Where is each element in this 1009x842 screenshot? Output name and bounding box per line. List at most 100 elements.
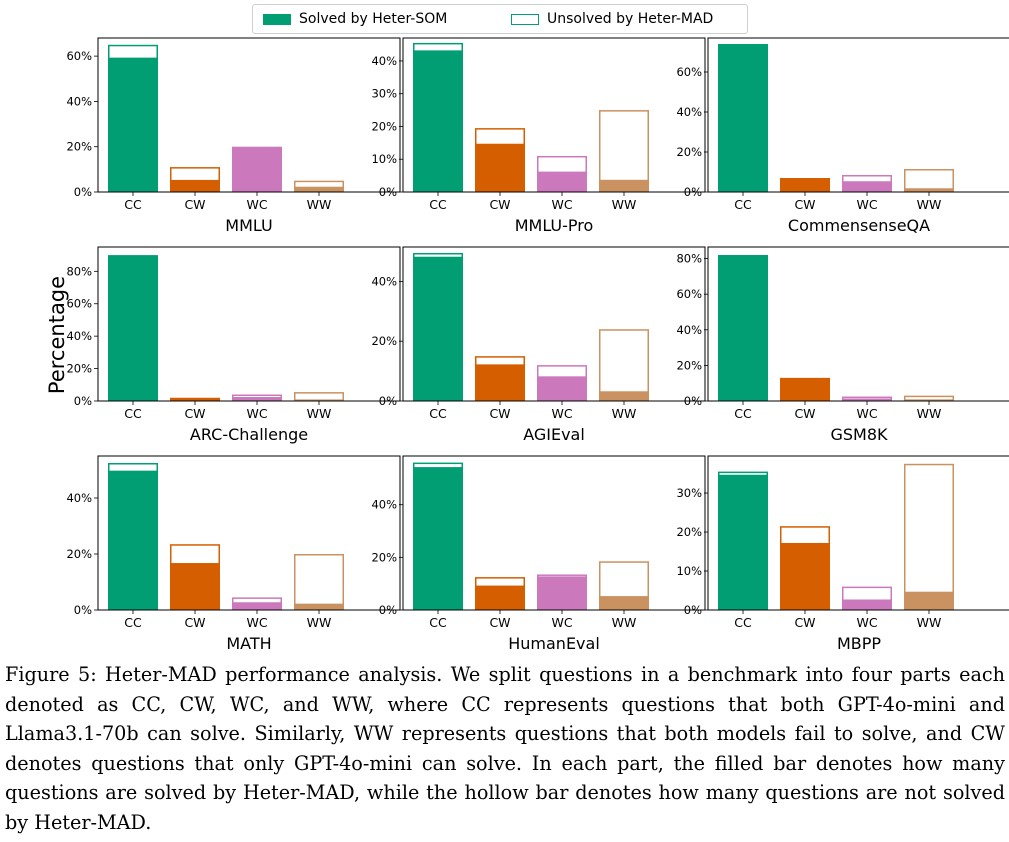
y-tick-label: 20%: [676, 525, 702, 539]
y-tick-label: 0%: [74, 185, 92, 199]
panel-commensenseqa: CC CW WC WW 0% 20% 40% 60% CommensenseQA: [676, 37, 1009, 235]
y-tick-label: 40%: [371, 274, 397, 288]
bar-solved-cw: [475, 365, 525, 401]
bar-unsolved-cw: [475, 577, 525, 588]
y-tick-label: 20%: [676, 358, 702, 372]
legend-swatch-solved: [263, 13, 291, 25]
y-tick-label: 0%: [379, 603, 397, 617]
x-tick-label-wc: WC: [551, 197, 572, 212]
panel-title: HumanEval: [508, 634, 600, 653]
bar-solved-cw: [780, 180, 830, 192]
panel-mbpp: CC CW WC WW 0% 10% 20% 30% MBPP: [676, 455, 1009, 653]
x-tick-label-ww: WW: [307, 197, 332, 212]
bar-unsolved-cc: [413, 42, 463, 52]
bar-unsolved-cc: [413, 462, 463, 469]
y-tick-label: 40%: [371, 54, 397, 68]
plot-frame: [402, 37, 706, 193]
y-tick-label: 10%: [371, 152, 397, 166]
bar-solved-cc: [413, 51, 463, 192]
bar-unsolved-wc: [842, 586, 892, 602]
y-tick-label: 60%: [66, 297, 92, 311]
bar-solved-cw: [780, 543, 830, 610]
panel-title: ARC-Challenge: [190, 425, 308, 444]
bar-unsolved-cc: [108, 44, 158, 60]
bar-unsolved-wc: [232, 597, 282, 604]
y-tick-label: 40%: [66, 329, 92, 343]
bar-solved-wc: [842, 399, 892, 401]
bar-unsolved-wc: [842, 175, 892, 183]
chart-grid: CC CW WC WW 0% 20% 40% 60% MMLU CC CW WC WW 0% 10% 20% 3…: [66, 37, 1009, 653]
x-tick-label-cc: CC: [734, 406, 752, 421]
bar-solved-wc: [537, 577, 587, 610]
y-tick-label: 0%: [379, 185, 397, 199]
bar-solved-ww: [599, 392, 649, 401]
bar-unsolved-ww: [904, 395, 954, 401]
y-tick-label: 80%: [66, 264, 92, 278]
bar-solved-cc: [108, 471, 158, 610]
y-tick-label: 20%: [66, 547, 92, 561]
panel-title: CommensenseQA: [788, 216, 930, 235]
x-tick-label-wc: WC: [246, 197, 267, 212]
y-tick-label: 60%: [676, 65, 702, 79]
bar-unsolved-cw: [780, 178, 830, 181]
y-tick-label: 20%: [66, 140, 92, 154]
x-tick-label-cw: CW: [489, 197, 510, 212]
figure: Solved by Heter-SOM Unsolved by Heter-MA…: [45, 4, 1009, 653]
bar-solved-cc: [108, 255, 158, 401]
plot-frame: [707, 455, 1009, 611]
x-tick-label-cc: CC: [124, 406, 142, 421]
bar-solved-cc: [413, 257, 463, 401]
bar-solved-cc: [718, 475, 768, 610]
bar-unsolved-ww: [599, 561, 649, 598]
bar-unsolved-cw: [170, 167, 220, 182]
plot-frame: [97, 37, 401, 193]
bar-unsolved-wc: [232, 146, 282, 150]
bar-solved-cw: [475, 586, 525, 610]
bar-solved-cc: [108, 58, 158, 192]
bar-solved-ww: [599, 596, 649, 610]
bar-unsolved-ww: [904, 463, 954, 594]
bar-unsolved-cc: [413, 252, 463, 259]
y-tick-label: 0%: [74, 394, 92, 408]
y-tick-label: 0%: [379, 394, 397, 408]
bar-unsolved-cw: [475, 128, 525, 146]
bar-solved-cw: [780, 377, 830, 401]
y-tick-label: 20%: [371, 119, 397, 133]
y-tick-label: 40%: [66, 491, 92, 505]
legend-label-unsolved: Unsolved by Heter-MAD: [547, 11, 714, 27]
y-tick-label: 40%: [676, 105, 702, 119]
bar-solved-wc: [537, 172, 587, 192]
figure-caption: Figure 5: Heter-MAD performance analysis…: [5, 663, 1005, 834]
panel-mmlu-pro: CC CW WC WW 0% 10% 20% 30% 40% MMLU-Pro: [371, 37, 706, 235]
bar-unsolved-wc: [232, 394, 282, 399]
plot-frame: [707, 246, 1009, 402]
bar-solved-cw: [170, 398, 220, 401]
bar-unsolved-ww: [599, 329, 649, 393]
bar-solved-wc: [232, 148, 282, 192]
bar-unsolved-ww: [294, 554, 344, 606]
x-tick-label-cw: CW: [184, 197, 205, 212]
y-tick-label: 20%: [676, 145, 702, 159]
x-tick-label-ww: WW: [917, 615, 942, 630]
y-tick-label: 20%: [371, 550, 397, 564]
bar-solved-wc: [842, 600, 892, 610]
bar-solved-cw: [475, 144, 525, 192]
bar-solved-cw: [170, 563, 220, 610]
panel-mmlu: CC CW WC WW 0% 20% 40% 60% MMLU: [66, 37, 401, 235]
y-tick-label: 30%: [676, 486, 702, 500]
x-tick-label-cc: CC: [734, 197, 752, 212]
panel-agieval: CC CW WC WW 0% 20% 40% AGIEval: [371, 246, 706, 444]
x-tick-label-cw: CW: [794, 406, 815, 421]
bar-solved-wc: [232, 603, 282, 610]
panel-title: MBPP: [837, 634, 881, 653]
x-tick-label-ww: WW: [612, 406, 637, 421]
y-tick-label: 0%: [684, 185, 702, 199]
legend-item-solved: Solved by Heter-SOM: [263, 10, 447, 28]
x-tick-label-wc: WC: [551, 615, 572, 630]
x-tick-label-wc: WC: [856, 406, 877, 421]
y-tick-label: 0%: [684, 394, 702, 408]
plot-frame: [97, 246, 401, 402]
bar-unsolved-cw: [170, 544, 220, 565]
legend-item-unsolved: Unsolved by Heter-MAD: [511, 10, 713, 28]
x-tick-label-cc: CC: [429, 406, 447, 421]
